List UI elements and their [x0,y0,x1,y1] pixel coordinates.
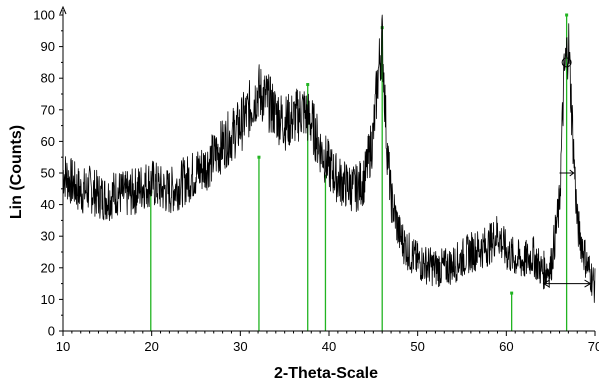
y-tick-label: 60 [41,134,55,149]
data-series-group [62,14,596,303]
x-tick-label: 70 [588,339,599,354]
annotation-group [542,57,592,288]
x-tick-label: 40 [322,339,336,354]
y-tick-label: 20 [41,260,55,275]
data-series-line [62,14,596,303]
y-tick-label: 30 [41,229,55,244]
reference-marker [323,174,327,178]
x-tick-label: 30 [233,339,247,354]
axes-group [59,5,596,336]
y-tick-label: 70 [41,102,55,117]
x-tick-label: 10 [56,339,70,354]
fwhm-marker-arrowhead [569,169,575,177]
peak-circle-marker [561,57,572,68]
y-tick-label: 90 [41,39,55,54]
y-tick-label: 10 [41,292,55,307]
reference-marker [565,13,569,17]
reference-marker [510,291,514,295]
y-tick-label: 0 [48,324,55,339]
reference-marker [257,155,261,159]
x-tick-label: 20 [144,339,158,354]
y-axis-title: Lin (Counts) [8,125,25,219]
x-tick-label: 50 [410,339,424,354]
baseline-arrow-right-head [584,279,592,288]
y-tick-label: 40 [41,197,55,212]
y-axis-arrowhead [59,5,67,15]
y-tick-label: 80 [41,71,55,86]
y-tick-label: 50 [41,166,55,181]
x-tick-label: 60 [499,339,513,354]
baseline-arrow-left-head [542,279,550,288]
y-tick-label: 100 [33,8,55,23]
x-axis-title: 2-Theta-Scale [274,365,378,382]
reference-marker [306,83,310,87]
